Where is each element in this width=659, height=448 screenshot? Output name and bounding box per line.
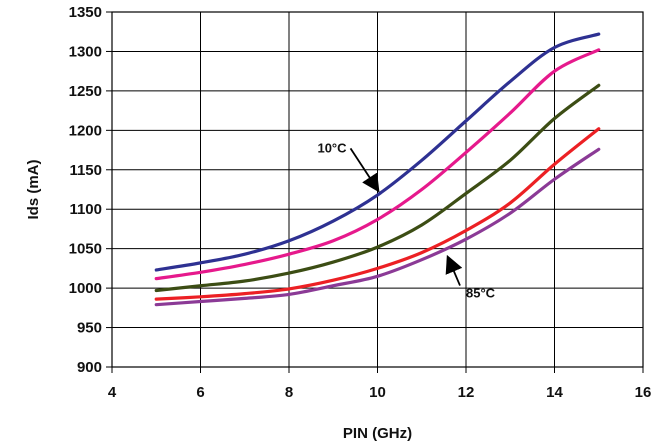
x-tick-label-6: 6 [196,384,204,401]
y-tick-label-1200: 1200 [69,122,102,139]
y-tick-label-1250: 1250 [69,83,102,100]
series-line-1 [154,32,601,272]
axis-layer: 4 6 8 10 12 14 16 900 950 1000 1050 1100 1150 1200 125… [25,4,651,442]
annotation-arrow-1 [349,147,380,193]
x-tick-label-10: 10 [369,384,386,401]
x-tick-label-12: 12 [458,384,475,401]
series-line-3 [154,83,601,293]
y-tick-label-950: 950 [77,320,102,337]
y-tick-label-1000: 1000 [69,280,102,297]
annotation-label-1: 10°C [317,140,347,155]
y-axis-title: Ids (mA) [25,159,42,219]
x-tick-label-8: 8 [285,384,293,401]
x-tick-label-16: 16 [635,384,652,401]
series-line-5 [154,147,601,307]
annotation-arrow-2 [445,254,463,286]
x-tick-label-14: 14 [546,384,563,401]
series-line-2 [154,48,601,281]
annotation-label-2: 85°C [466,286,496,301]
annotation-layer: 10°C 85°C [317,140,495,300]
y-tick-label-900: 900 [77,359,102,376]
series-layer [154,32,601,307]
x-tick-label-4: 4 [108,384,117,401]
y-tick-label-1150: 1150 [69,162,102,179]
y-tick-label-1050: 1050 [69,241,102,258]
series-line-4 [154,127,601,301]
x-axis-title: PIN (GHz) [343,425,412,442]
y-tick-label-1300: 1300 [69,43,102,60]
y-tick-label-1100: 1100 [69,201,102,218]
y-tick-label-1350: 1350 [69,4,102,21]
